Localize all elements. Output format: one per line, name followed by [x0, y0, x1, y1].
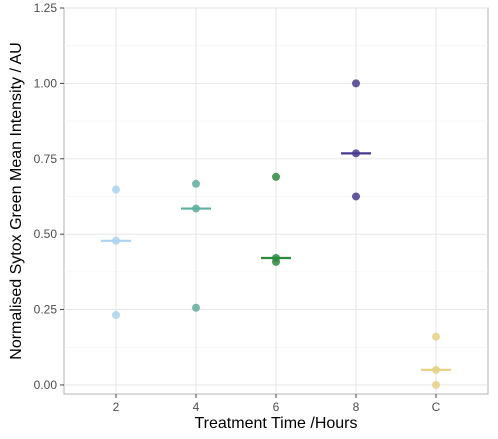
- data-point: [112, 310, 120, 319]
- grid-lines: [64, 7, 488, 394]
- y-tick-label: 0.00: [34, 378, 58, 392]
- x-tick-label: C: [432, 400, 441, 414]
- y-tick-label: 0.75: [34, 152, 58, 166]
- x-tick-label: 4: [193, 400, 200, 414]
- data-point: [432, 380, 440, 389]
- data-point: [272, 257, 280, 266]
- y-tick-label: 1.00: [34, 76, 58, 90]
- data-point: [352, 79, 360, 88]
- data-point: [432, 332, 440, 341]
- data-point: [112, 185, 120, 194]
- y-axis-title: Normalised Sytox Green Mean Intensity / …: [8, 42, 25, 359]
- data-point: [192, 179, 200, 188]
- y-axis-ticks: 0.00 0.25 0.50 0.75 1.00 1.25: [34, 1, 64, 392]
- x-axis-title: Treatment Time /Hours: [194, 415, 357, 432]
- data-point: [352, 192, 360, 201]
- y-tick-label: 0.50: [34, 227, 58, 241]
- x-tick-label: 2: [113, 400, 120, 414]
- x-tick-label: 6: [273, 400, 280, 414]
- y-tick-label: 1.25: [34, 1, 58, 15]
- data-point: [272, 172, 280, 181]
- x-tick-label: 8: [353, 400, 360, 414]
- data-marks: [101, 79, 451, 389]
- data-point: [192, 303, 200, 312]
- x-axis-ticks: 2 4 6 8 C: [113, 394, 441, 414]
- y-tick-label: 0.25: [34, 303, 58, 317]
